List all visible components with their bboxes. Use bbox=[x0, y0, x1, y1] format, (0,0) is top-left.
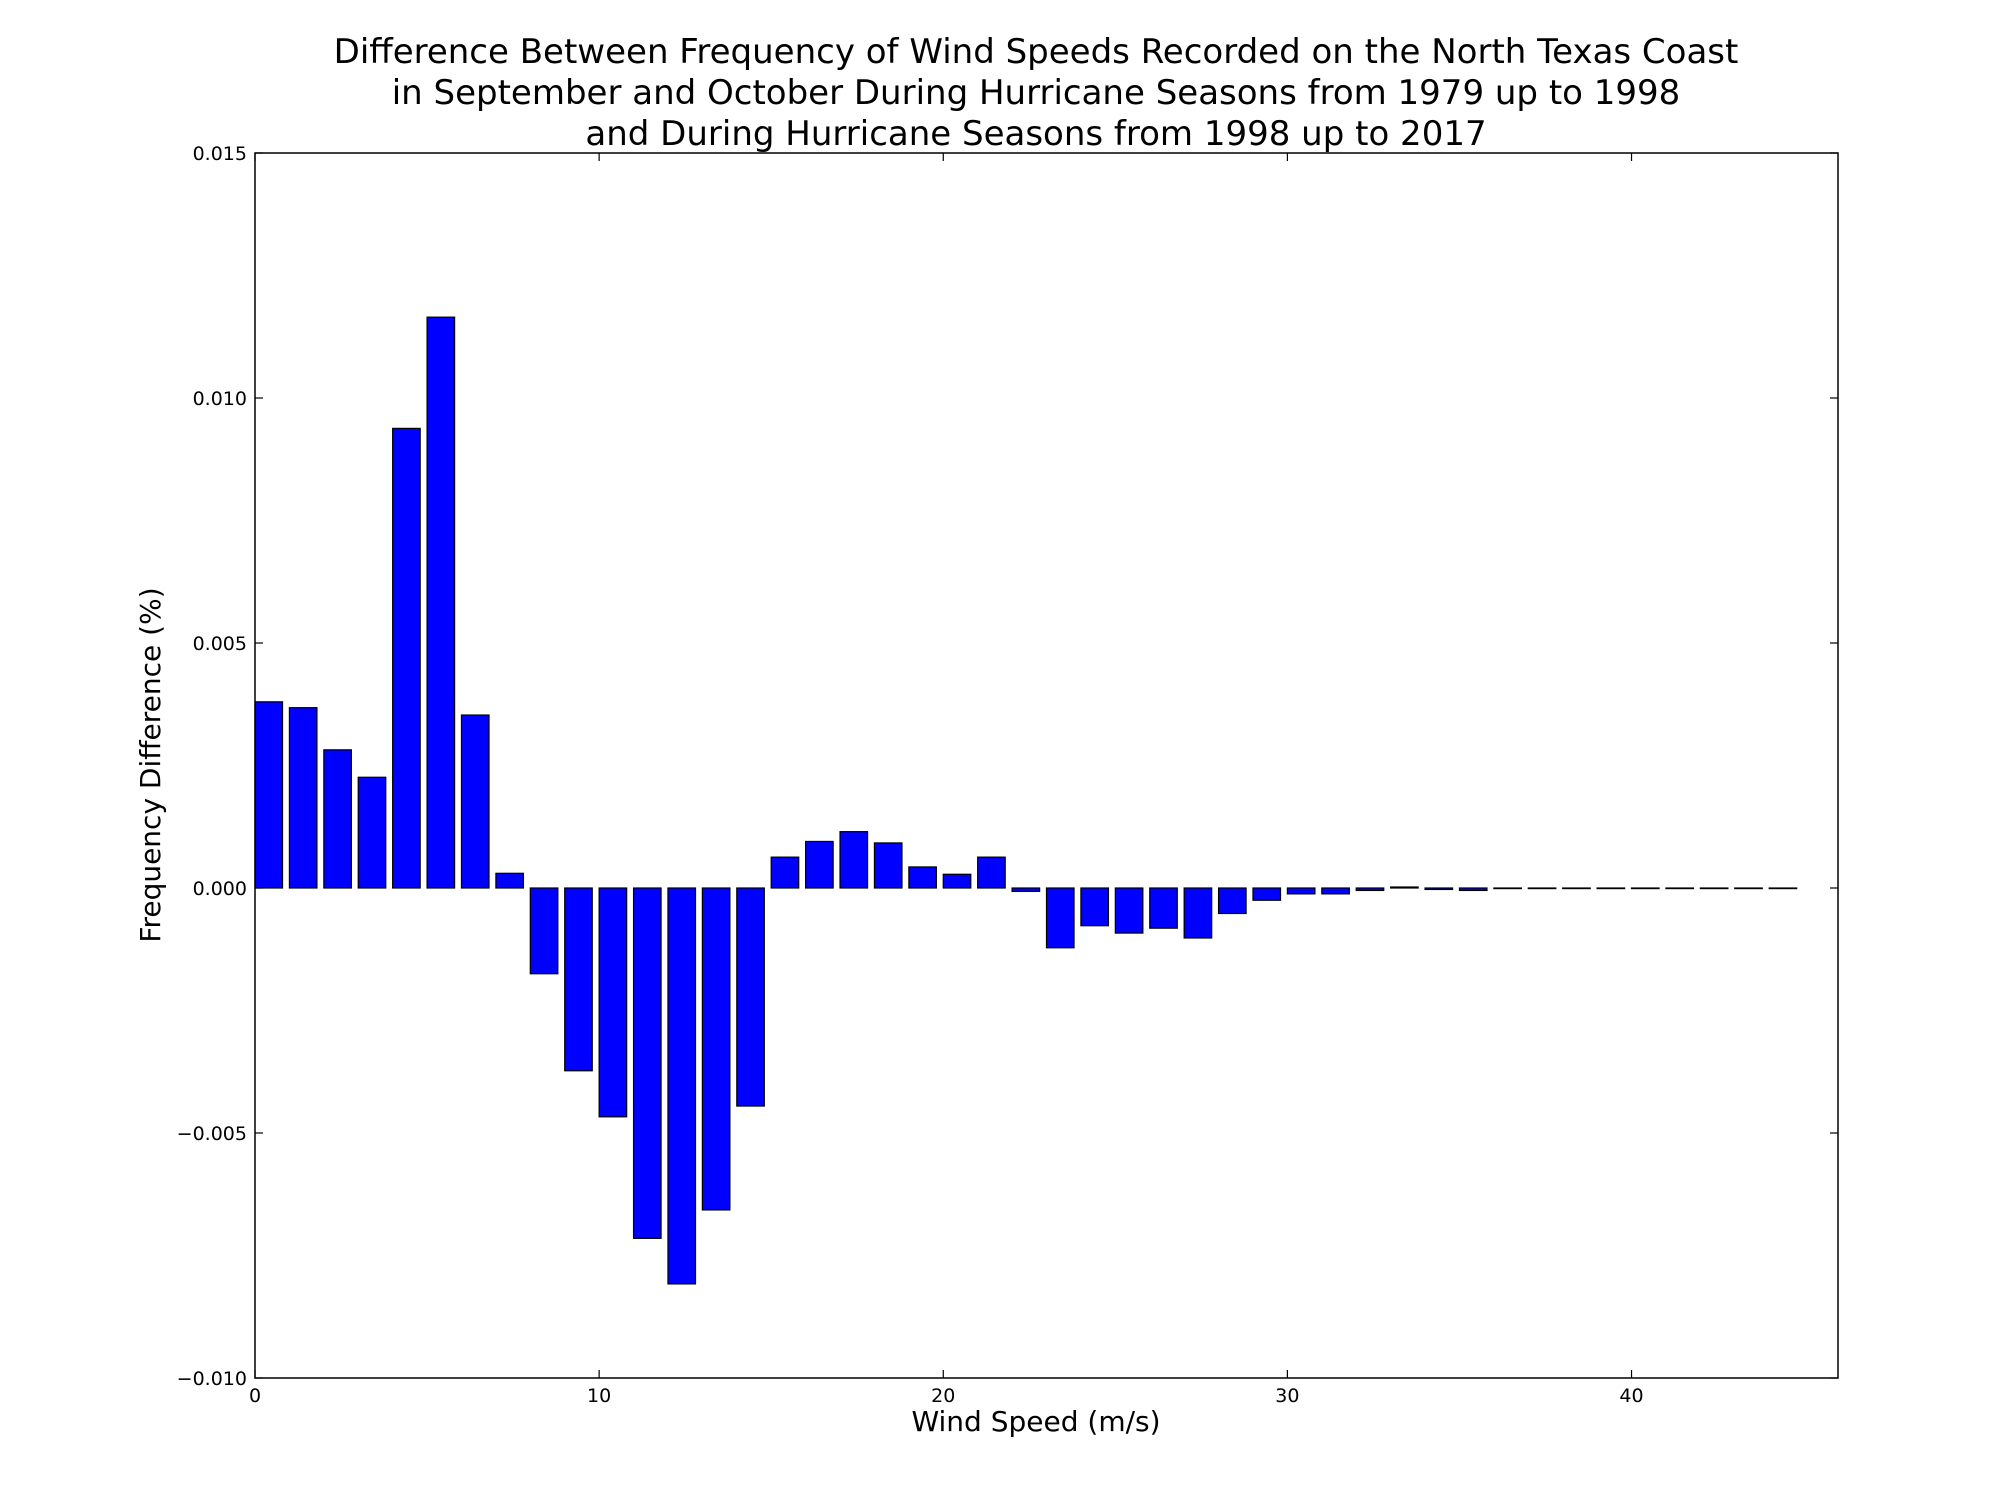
bar bbox=[598, 887, 628, 1118]
bar bbox=[1149, 887, 1178, 929]
bar bbox=[1630, 887, 1660, 890]
bar bbox=[1493, 887, 1522, 890]
bar bbox=[288, 707, 318, 889]
bar bbox=[1596, 887, 1626, 890]
bar bbox=[564, 887, 593, 1072]
bar bbox=[460, 714, 490, 889]
bar bbox=[770, 856, 800, 889]
bar bbox=[805, 840, 834, 889]
bar bbox=[1665, 887, 1695, 890]
bar bbox=[1390, 886, 1419, 889]
chart-title-line-1: Difference Between Frequency of Wind Spe… bbox=[334, 32, 1739, 72]
bar bbox=[529, 887, 559, 975]
bar bbox=[1217, 887, 1247, 915]
y-tick-label: 0.000 bbox=[193, 878, 247, 900]
bar bbox=[323, 749, 352, 889]
y-tick-label: 0.005 bbox=[193, 633, 247, 655]
bar bbox=[1527, 887, 1557, 890]
bar bbox=[254, 701, 284, 889]
plot-frame bbox=[254, 152, 1839, 1379]
bar bbox=[426, 316, 456, 889]
bar bbox=[1699, 887, 1729, 890]
y-tick-label: −0.010 bbox=[177, 1368, 247, 1390]
bar bbox=[1011, 887, 1041, 893]
bar bbox=[1045, 887, 1075, 949]
bar bbox=[839, 831, 869, 889]
bar bbox=[701, 887, 731, 1211]
y-tick-label: 0.015 bbox=[193, 143, 247, 165]
bar bbox=[736, 887, 765, 1107]
bar bbox=[1252, 887, 1282, 901]
bar bbox=[1768, 887, 1798, 890]
bar bbox=[392, 427, 421, 889]
bar bbox=[1562, 887, 1591, 890]
bar bbox=[1734, 887, 1763, 890]
chart-title-line-2: in September and October During Hurrican… bbox=[392, 73, 1681, 113]
x-tick-label: 30 bbox=[1275, 1385, 1299, 1407]
bar bbox=[495, 872, 525, 889]
x-tick-label: 20 bbox=[931, 1385, 955, 1407]
x-tick-label: 0 bbox=[249, 1385, 261, 1407]
bar bbox=[1458, 887, 1488, 892]
bar bbox=[1321, 887, 1350, 895]
bar bbox=[1355, 887, 1385, 892]
x-tick-label: 10 bbox=[587, 1385, 611, 1407]
x-axis-label: Wind Speed (m/s) bbox=[911, 1405, 1160, 1438]
y-tick-label: −0.005 bbox=[177, 1123, 247, 1145]
bar bbox=[1286, 887, 1316, 895]
bar bbox=[1424, 887, 1454, 891]
y-axis-label: Frequency Difference (%) bbox=[134, 587, 167, 942]
bar bbox=[1183, 887, 1213, 939]
bar bbox=[873, 842, 903, 889]
bar bbox=[942, 873, 972, 889]
bar bbox=[357, 776, 387, 889]
bar bbox=[908, 866, 937, 889]
chart-title-line-3: and During Hurricane Seasons from 1998 u… bbox=[585, 114, 1486, 154]
bar bbox=[1080, 887, 1110, 927]
bar bbox=[632, 887, 662, 1239]
bar bbox=[667, 887, 697, 1285]
y-tick-label: 0.010 bbox=[193, 388, 247, 410]
bar bbox=[1114, 887, 1144, 934]
bars-group bbox=[254, 316, 1798, 1285]
ticks-group: 0 10 20 30 40 −0.010 −0.005 0.000 0.005 0.010 0.01… bbox=[177, 143, 1838, 1407]
x-tick-label: 40 bbox=[1619, 1385, 1643, 1407]
bar bbox=[977, 856, 1006, 889]
